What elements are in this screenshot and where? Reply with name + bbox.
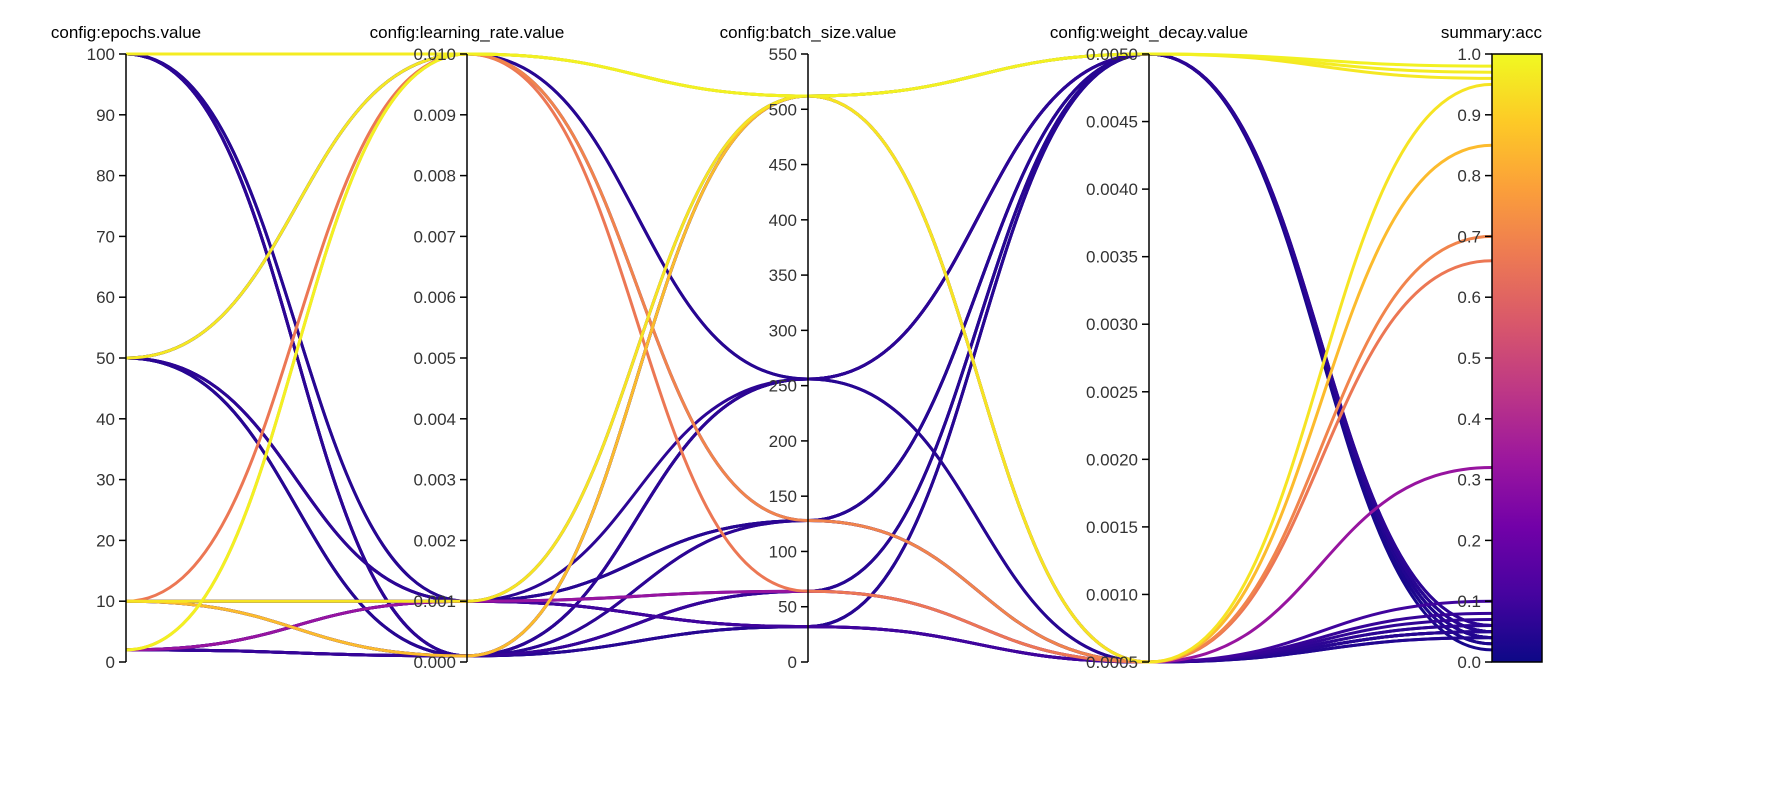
- tick-label: 0.3: [1457, 471, 1481, 490]
- tick-label: 0: [788, 653, 797, 672]
- tick-label: 0.0005: [1086, 653, 1138, 672]
- color-bar: [1491, 53, 1543, 663]
- tick-label: 0.010: [413, 45, 456, 64]
- tick-label: 550: [769, 45, 797, 64]
- tick-label: 90: [96, 106, 115, 125]
- tick-label: 50: [96, 349, 115, 368]
- tick-label: 0.4: [1457, 410, 1481, 429]
- run-line-36[interactable]: [125, 52, 1493, 640]
- tick-label: 20: [96, 531, 115, 550]
- tick-label: 0.0035: [1086, 248, 1138, 267]
- tick-label: 0.0: [1457, 653, 1481, 672]
- tick-label: 0.1: [1457, 592, 1481, 611]
- tick-label: 0.9: [1457, 106, 1481, 125]
- tick-label: 0.001: [413, 592, 456, 611]
- axis-title: config:learning_rate.value: [370, 23, 565, 42]
- tick-label: 450: [769, 156, 797, 175]
- run-lines: [125, 52, 1493, 664]
- tick-label: 150: [769, 487, 797, 506]
- run-line-26[interactable]: [125, 52, 1493, 652]
- tick-label: 100: [87, 45, 115, 64]
- run-line-8[interactable]: [125, 52, 1493, 640]
- tick-label: 0.000: [413, 653, 456, 672]
- tick-label: 30: [96, 471, 115, 490]
- run-line-1[interactable]: [125, 52, 1493, 98]
- tick-label: 0.0015: [1086, 518, 1138, 537]
- tick-label: 0.0010: [1086, 585, 1138, 604]
- tick-label: 70: [96, 227, 115, 246]
- tick-label: 1.0: [1457, 45, 1481, 64]
- tick-label: 10: [96, 592, 115, 611]
- tick-label: 60: [96, 288, 115, 307]
- tick-label: 0.004: [413, 410, 456, 429]
- axis-1[interactable]: 0 10 20 30 40 50 60 70 80 90 100 config:epochs.valu…: [51, 23, 201, 672]
- tick-label: 350: [769, 266, 797, 285]
- tick-label: 0: [106, 653, 115, 672]
- tick-label: 0.002: [413, 531, 456, 550]
- run-line-23[interactable]: [125, 82, 1493, 664]
- axes: 0 10 20 30 40 50 60 70 80 90 100 config:epochs.valu…: [51, 23, 1543, 672]
- tick-label: 200: [769, 432, 797, 451]
- tick-label: 0.2: [1457, 531, 1481, 550]
- run-line-19[interactable]: [125, 52, 1493, 664]
- run-line-11[interactable]: [125, 52, 1493, 640]
- axis-title: config:epochs.value: [51, 23, 201, 42]
- axis-title: summary:acc: [1441, 23, 1543, 42]
- run-line-24[interactable]: [125, 52, 1493, 652]
- run-line-28[interactable]: [125, 52, 1493, 652]
- tick-label: 0.008: [413, 167, 456, 186]
- tick-label: 50: [778, 598, 797, 617]
- run-line-9[interactable]: [125, 52, 1493, 360]
- tick-label: 0.6: [1457, 288, 1481, 307]
- tick-label: 0.0050: [1086, 45, 1138, 64]
- tick-label: 250: [769, 377, 797, 396]
- tick-label: 0.005: [413, 349, 456, 368]
- tick-label: 0.8: [1457, 167, 1481, 186]
- tick-label: 0.0025: [1086, 383, 1138, 402]
- axis-4[interactable]: 0.0005 0.0010 0.0015 0.0020 0.0025 0.0030 0.00…: [1050, 23, 1248, 672]
- run-line-18[interactable]: [125, 52, 1493, 634]
- run-line-13[interactable]: [125, 52, 1493, 658]
- tick-label: 0.0045: [1086, 113, 1138, 132]
- axis-3[interactable]: 0 50 100 150 200 250 300 350 400 450 500 550 config:…: [720, 23, 897, 672]
- axis-5[interactable]: 0.0 0.1 0.2 0.3 0.4 0.5 0.6 0.7 0.8 0.9 1.0 summary…: [1441, 23, 1543, 672]
- tick-label: 40: [96, 410, 115, 429]
- tick-label: 100: [769, 542, 797, 561]
- axis-title: config:weight_decay.value: [1050, 23, 1248, 42]
- axis-2[interactable]: 0.000 0.001 0.002 0.003 0.004 0.005 0.006 0.007…: [370, 23, 565, 672]
- axis-title: config:batch_size.value: [720, 23, 897, 42]
- tick-label: 500: [769, 100, 797, 119]
- tick-label: 0.0040: [1086, 180, 1138, 199]
- tick-label: 400: [769, 211, 797, 230]
- run-line-35[interactable]: [125, 52, 1493, 634]
- tick-label: 0.0030: [1086, 315, 1138, 334]
- tick-label: 0.007: [413, 227, 456, 246]
- tick-label: 0.003: [413, 471, 456, 490]
- tick-label: 0.006: [413, 288, 456, 307]
- tick-label: 0.5: [1457, 349, 1481, 368]
- tick-label: 0.7: [1457, 227, 1481, 246]
- tick-label: 0.009: [413, 106, 456, 125]
- tick-label: 0.0020: [1086, 450, 1138, 469]
- tick-label: 80: [96, 167, 115, 186]
- tick-label: 300: [769, 321, 797, 340]
